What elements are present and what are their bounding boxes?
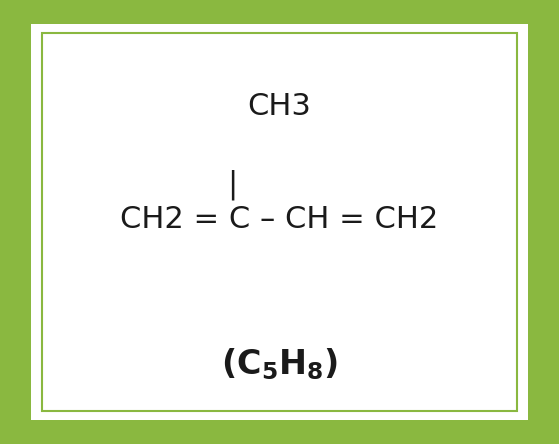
Text: CH3: CH3 <box>248 92 311 121</box>
Text: $\mathbf{(C_5H_8)}$: $\mathbf{(C_5H_8)}$ <box>221 346 338 382</box>
Text: CH2 = C – CH = CH2: CH2 = C – CH = CH2 <box>120 205 439 234</box>
FancyBboxPatch shape <box>31 24 528 420</box>
Text: |: | <box>227 169 237 199</box>
